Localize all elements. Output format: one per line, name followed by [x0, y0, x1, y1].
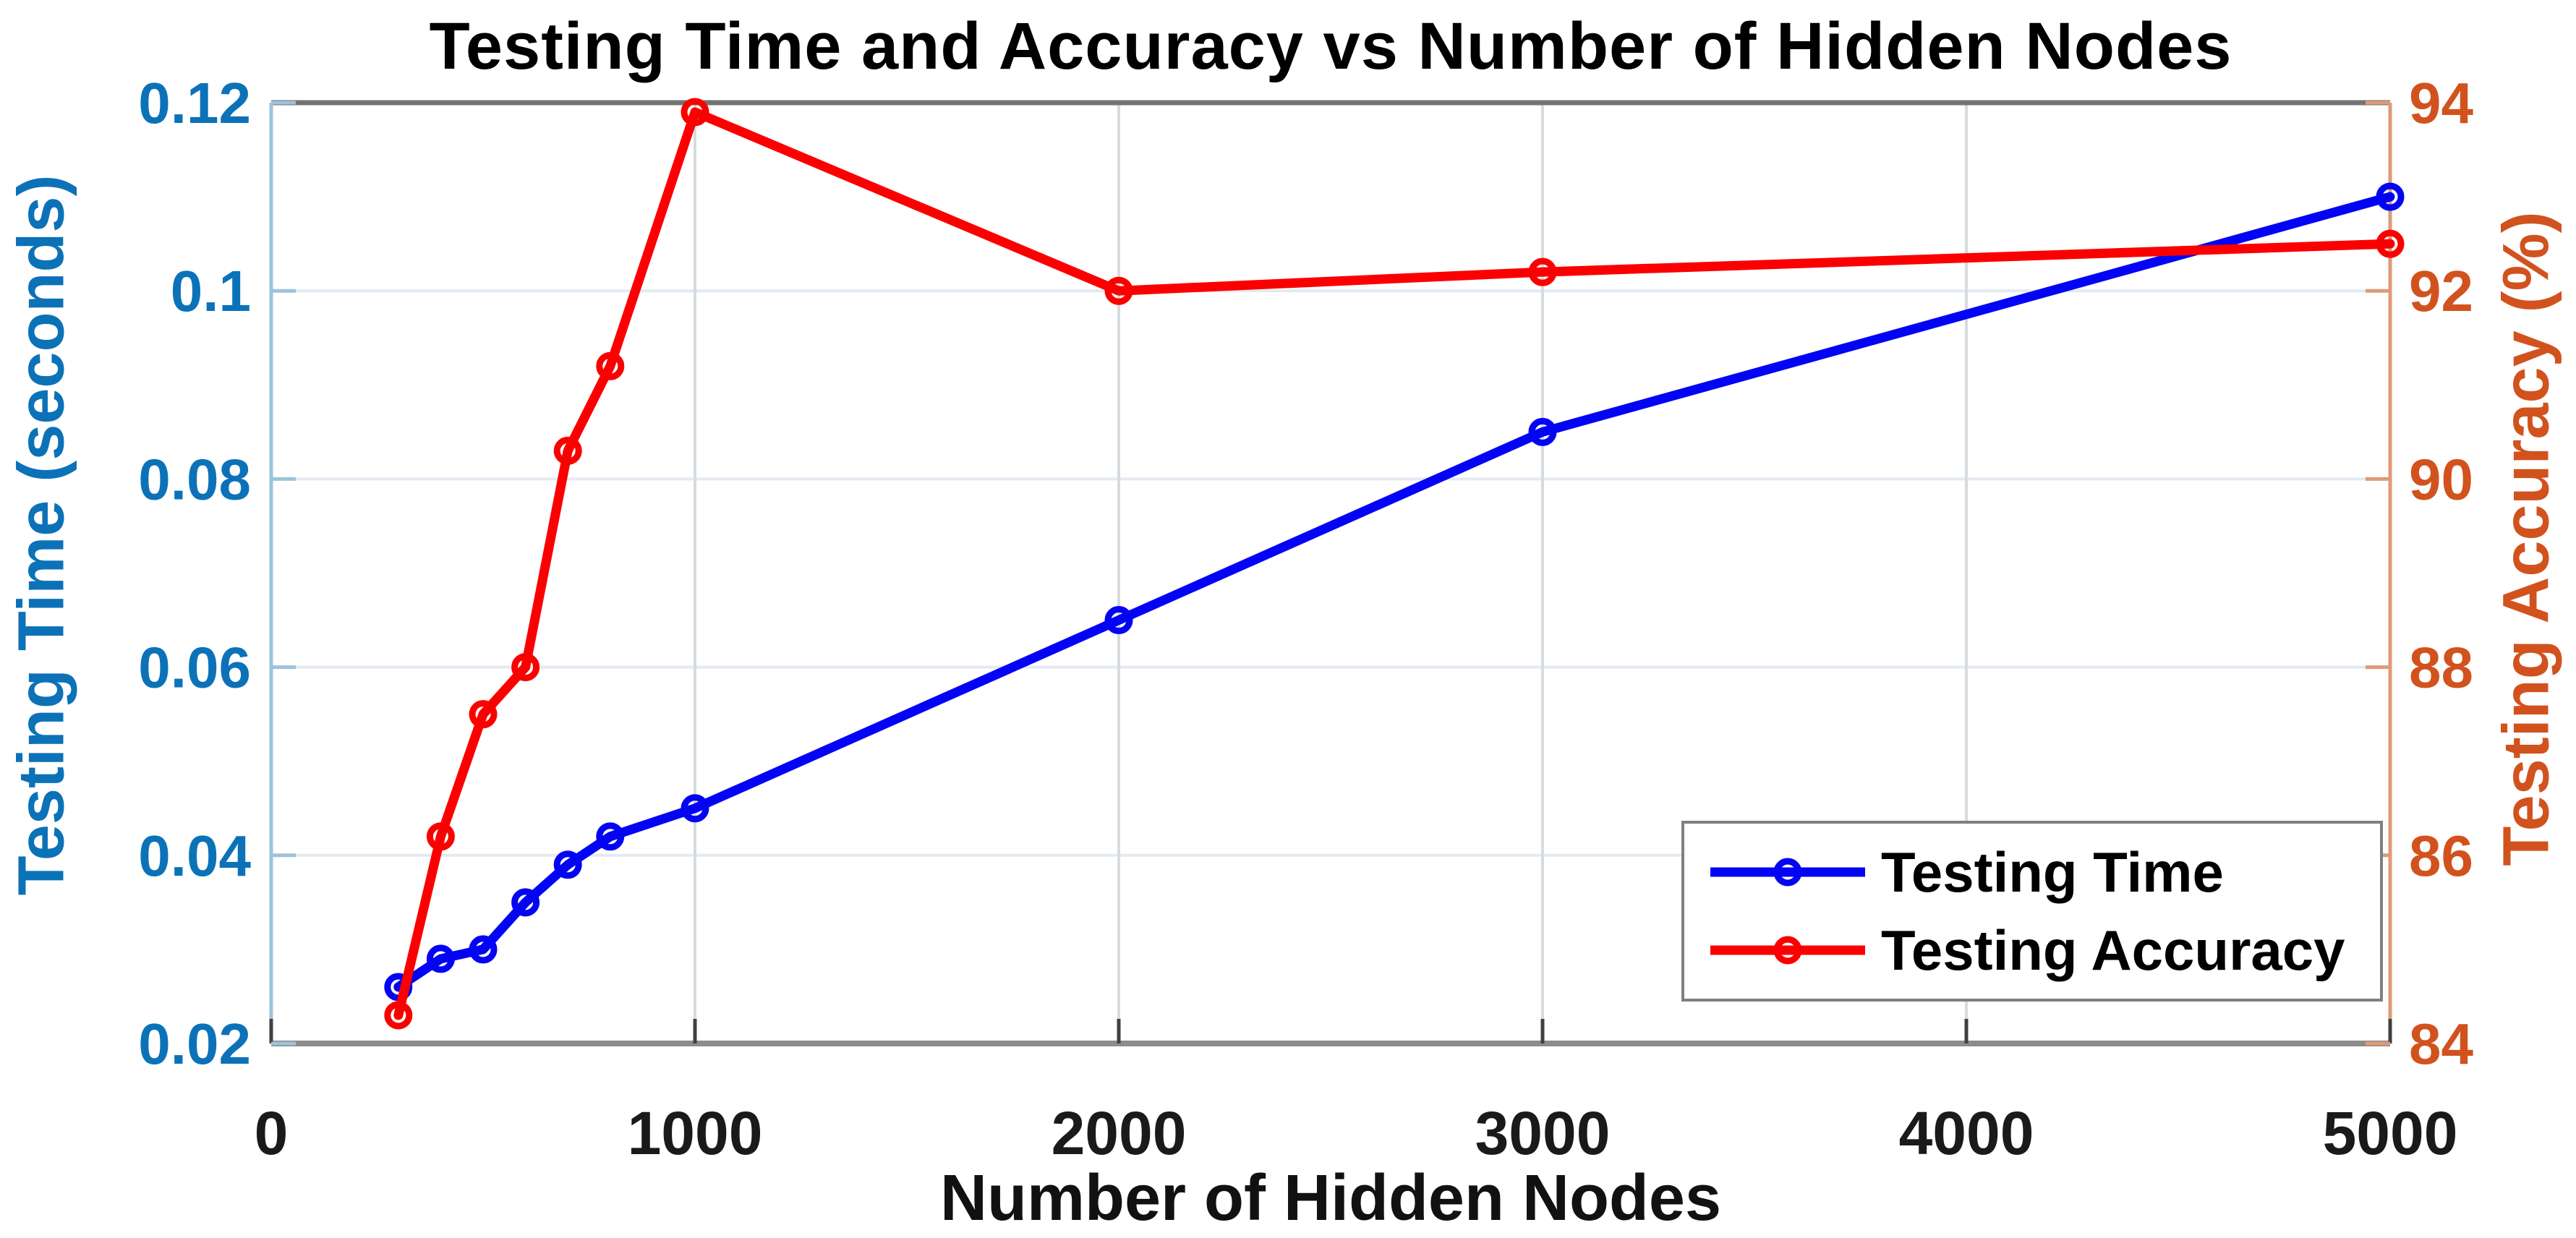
right-axis-label: Testing Accuracy (%)	[2490, 211, 2563, 866]
series-testing-accuracy-marker	[553, 436, 582, 465]
x-tick-label: 2000	[1052, 1099, 1187, 1167]
left-tick-label: 0.1	[171, 259, 251, 323]
left-tick-label: 0.06	[138, 636, 251, 700]
series-testing-accuracy	[384, 98, 2405, 1030]
left-tick-label: 0.04	[138, 824, 251, 888]
series-testing-time-marker	[511, 888, 540, 917]
right-tick-label: 94	[2409, 71, 2473, 135]
right-tick-label: 84	[2409, 1012, 2473, 1076]
series-testing-accuracy-line	[393, 107, 2395, 1020]
x-tick-label: 4000	[1899, 1099, 2034, 1167]
chart-title: Testing Time and Accuracy vs Number of H…	[429, 9, 2232, 83]
right-tick-label: 90	[2409, 447, 2473, 511]
x-tick-label: 1000	[628, 1099, 763, 1167]
series-testing-time-marker	[553, 850, 582, 879]
left-tick-label: 0.08	[138, 447, 251, 511]
series-testing-accuracy-marker	[596, 351, 625, 380]
x-axis-label: Number of Hidden Nodes	[939, 1162, 1722, 1234]
left-tick-label: 0.02	[138, 1012, 251, 1076]
legend-entry-testing-time: Testing Time	[1705, 842, 2380, 902]
legend-swatch-testing-time-line-icon	[1710, 858, 1865, 887]
series-testing-time-marker	[1528, 417, 1557, 446]
right-tick-label: 88	[2409, 636, 2473, 700]
right-tick-label: 86	[2409, 824, 2473, 888]
series-testing-accuracy-marker	[469, 700, 498, 729]
series-testing-time-marker	[1104, 606, 1133, 635]
legend: Testing Time Testing Accuracy	[1681, 821, 2383, 1002]
x-tick-label: 0	[255, 1099, 289, 1167]
left-tick-label: 0.12	[138, 71, 251, 135]
series-testing-time-marker	[596, 822, 625, 851]
ticks: 0 1000 2000 3000 4000 5000 0.02 0.04 0.06 0.08 0.1…	[138, 71, 2473, 1167]
x-tick-label: 3000	[1475, 1099, 1611, 1167]
series-testing-time-marker	[2376, 182, 2405, 211]
legend-swatch-testing-accuracy-line-icon	[1710, 936, 1865, 965]
left-axis-label: Testing Time (seconds)	[5, 174, 78, 896]
series-testing-time-marker	[426, 944, 455, 973]
series-testing-accuracy-marker	[1104, 276, 1133, 305]
series-testing-accuracy-marker	[511, 653, 540, 682]
series-testing-accuracy-marker	[384, 1001, 413, 1030]
right-tick-label: 92	[2409, 259, 2473, 323]
series-testing-accuracy-marker	[1528, 257, 1557, 286]
series-testing-accuracy-marker	[426, 822, 455, 851]
series-testing-time-line	[393, 192, 2395, 992]
series-testing-time	[384, 182, 2405, 1002]
x-tick-label: 5000	[2323, 1099, 2458, 1167]
series-testing-time-marker	[469, 935, 498, 964]
series-testing-accuracy-marker	[2376, 229, 2405, 258]
series-testing-accuracy-marker	[681, 98, 709, 127]
legend-label-testing-time: Testing Time	[1881, 840, 2224, 904]
axes-box	[269, 100, 2392, 1046]
legend-label-testing-accuracy: Testing Accuracy	[1881, 918, 2345, 983]
series-testing-time-marker	[681, 794, 709, 823]
legend-entry-testing-accuracy: Testing Accuracy	[1705, 920, 2380, 981]
